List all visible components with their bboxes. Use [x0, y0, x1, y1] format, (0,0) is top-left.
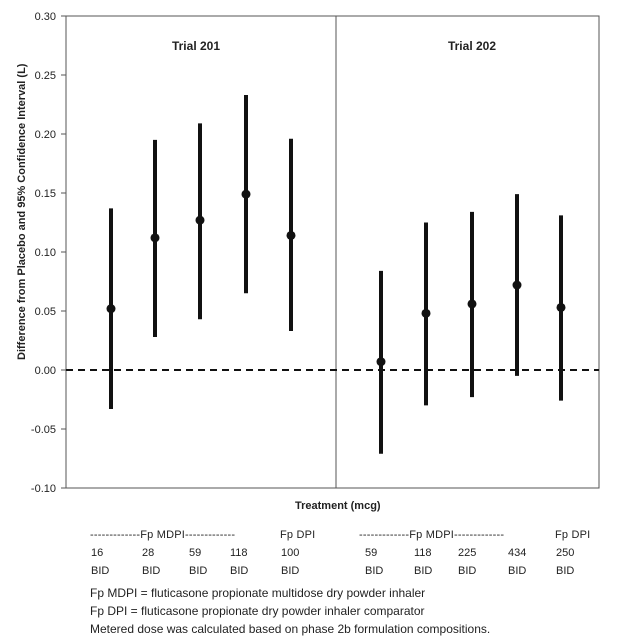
y-tick-label: 0.00: [35, 365, 56, 377]
group-label-fp-dpi-201: Fp DPI: [280, 529, 316, 541]
y-tick-label: 0.25: [35, 70, 56, 82]
point-estimate: [376, 357, 386, 367]
point-estimate: [241, 189, 251, 199]
x-axis-title: Treatment (mcg): [295, 500, 381, 512]
freq-label: BID: [414, 565, 433, 577]
group-label-fp-mdpi-202: -------------Fp MDPI-------------: [359, 529, 505, 541]
freq-label: BID: [281, 565, 300, 577]
y-tick-label: 0.15: [35, 188, 56, 200]
y-tick-label: 0.20: [35, 129, 56, 141]
y-tick-label: -0.10: [31, 483, 56, 495]
panel-title: Trial 201: [172, 39, 220, 53]
dose-label: 225: [458, 547, 477, 559]
point-estimate: [195, 215, 205, 225]
point-estimate: [150, 233, 160, 243]
freq-label: BID: [508, 565, 527, 577]
plot-frame: [65, 15, 600, 489]
point-estimate: [467, 299, 477, 309]
point-estimate: [106, 304, 116, 314]
dose-label: 118: [230, 547, 248, 559]
y-tick-label: 0.30: [35, 11, 56, 23]
dose-label: 250: [556, 547, 575, 559]
point-estimate: [421, 308, 431, 318]
y-axis-title: Difference from Placebo and 95% Confiden…: [16, 63, 28, 360]
footnote-2: Fp DPI = fluticasone propionate dry powd…: [90, 604, 425, 618]
ci-chart: 0.30 0.25 0.20 0.15 0.10 0.05 0.00 -0.05 -0.10 Tr…: [31, 11, 600, 495]
group-label-fp-mdpi-201: -------------Fp MDPI-------------: [90, 529, 236, 541]
y-tick-label: 0.10: [35, 247, 56, 259]
freq-label: BID: [142, 565, 161, 577]
point-estimate: [286, 230, 296, 240]
freq-label: BID: [365, 565, 384, 577]
dose-label: 100: [281, 547, 300, 559]
point-estimate: [512, 280, 522, 290]
group-label-fp-dpi-202: Fp DPI: [555, 529, 591, 541]
y-tick-label: 0.05: [35, 306, 56, 318]
dose-label: 59: [365, 547, 378, 559]
y-tick-label: -0.05: [31, 424, 56, 436]
point-estimate: [556, 302, 566, 312]
freq-label: BID: [91, 565, 110, 577]
dose-label: 434: [508, 547, 527, 559]
panel-title: Trial 202: [448, 39, 496, 53]
footnote-3: Metered dose was calculated based on pha…: [90, 622, 491, 636]
dose-label: 16: [91, 547, 104, 559]
freq-label: BID: [189, 565, 208, 577]
freq-label: BID: [458, 565, 477, 577]
footnote-1: Fp MDPI = fluticasone propionate multido…: [90, 586, 426, 600]
dose-label: 118: [414, 547, 432, 559]
freq-label: BID: [556, 565, 575, 577]
dose-label: 28: [142, 547, 155, 559]
dose-label: 59: [189, 547, 202, 559]
freq-label: BID: [230, 565, 249, 577]
